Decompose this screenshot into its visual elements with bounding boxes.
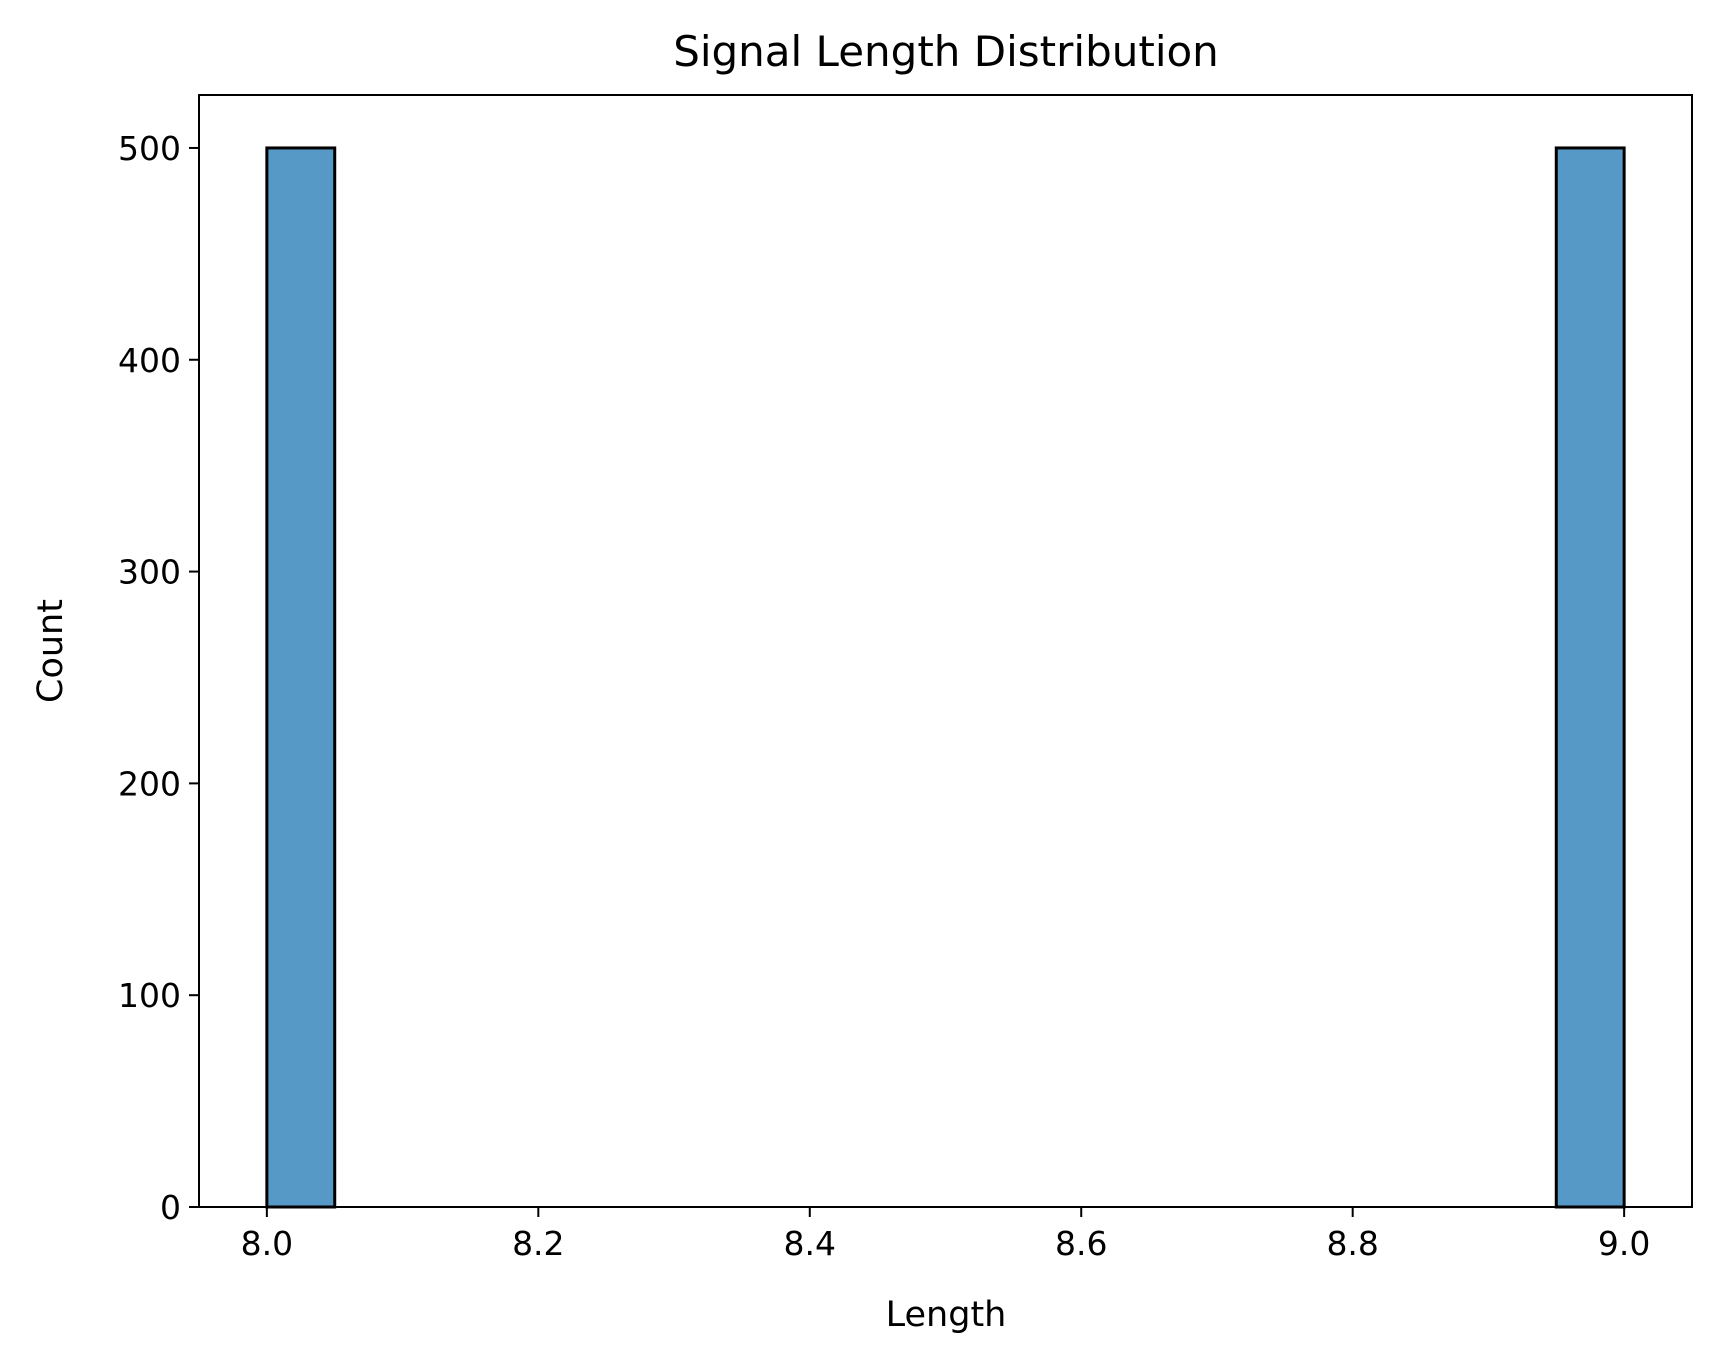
y-axis-ticks: 0 100 200 300 400 500	[118, 129, 199, 1227]
y-tick-label: 0	[160, 1188, 181, 1227]
x-tick-label: 8.0	[241, 1224, 293, 1263]
y-tick-label: 400	[118, 341, 181, 380]
y-tick-label: 100	[118, 976, 181, 1015]
chart-title: Signal Length Distribution	[673, 27, 1219, 76]
x-axis-ticks: 8.0 8.2 8.4 8.6 8.8 9.0	[241, 1207, 1650, 1263]
x-tick-label: 8.8	[1326, 1224, 1378, 1263]
plot-area-frame	[198, 94, 1693, 1208]
x-tick-label: 9.0	[1598, 1224, 1650, 1263]
bars-layer	[265, 146, 1626, 1209]
x-tick-label: 8.6	[1055, 1224, 1107, 1263]
y-tick-label: 200	[118, 764, 181, 803]
y-tick-label: 500	[118, 129, 181, 168]
histogram-bar-1	[265, 146, 337, 1209]
x-tick-label: 8.4	[784, 1224, 836, 1263]
y-tick-label: 300	[118, 553, 181, 592]
x-tick-label: 8.2	[512, 1224, 564, 1263]
histogram-bar-2	[1554, 146, 1626, 1209]
y-axis-label: Count	[31, 599, 71, 703]
x-axis-label: Length	[886, 1295, 1007, 1335]
